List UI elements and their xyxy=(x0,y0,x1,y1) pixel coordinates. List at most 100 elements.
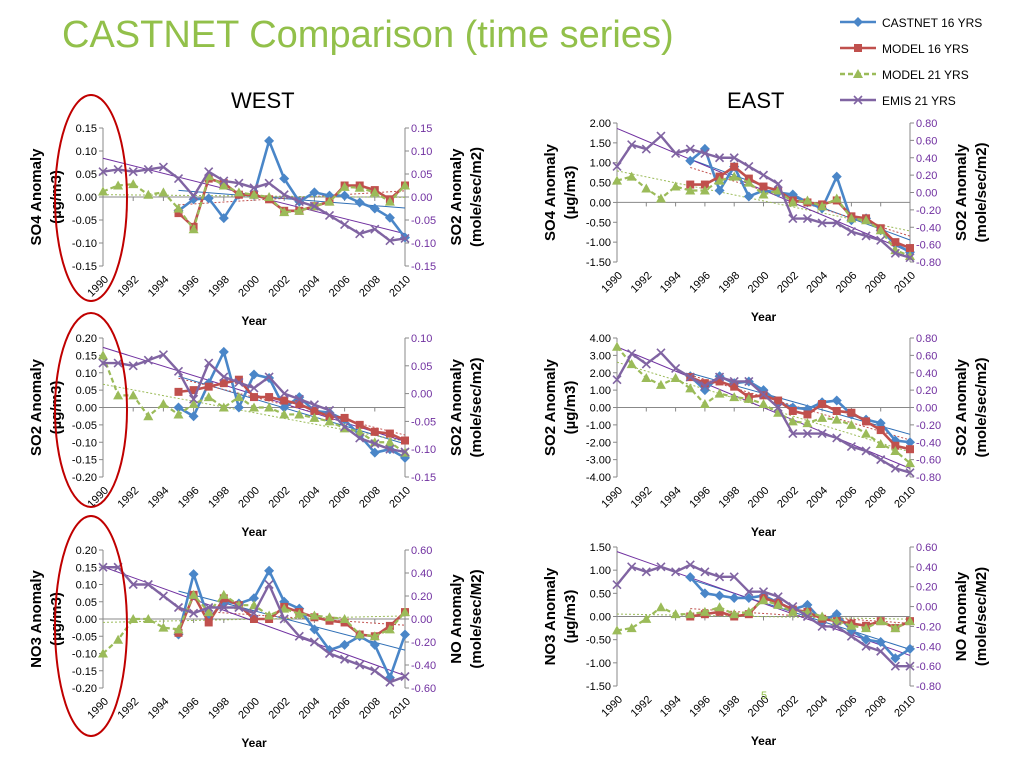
y2-axis-label-line: (mole/sec/M2) xyxy=(973,567,990,666)
y2-tick-label: -0.05 xyxy=(411,215,436,227)
data-point xyxy=(685,185,696,195)
data-point xyxy=(233,402,244,413)
x-tick-label: 2000 xyxy=(236,696,262,722)
y-axis-label-line: (µg/m3) xyxy=(48,381,65,435)
data-point xyxy=(861,215,872,225)
data-point xyxy=(744,587,754,597)
data-point xyxy=(143,411,154,421)
data-point xyxy=(831,171,842,182)
data-point xyxy=(788,406,797,415)
data-point xyxy=(400,180,410,190)
data-point xyxy=(98,350,108,360)
data-point xyxy=(325,412,334,421)
data-point xyxy=(295,400,304,409)
data-point xyxy=(890,445,901,455)
data-point xyxy=(188,224,199,234)
trendline xyxy=(616,613,911,620)
highlight-ellipse xyxy=(54,94,128,302)
y2-tick-label: 0.00 xyxy=(916,188,937,200)
y-tick-label: 4.00 xyxy=(590,333,611,345)
data-point xyxy=(158,622,169,632)
data-point xyxy=(802,611,813,622)
x-tick-label: 1994 xyxy=(658,694,684,720)
y-tick-label: 1.00 xyxy=(590,565,611,577)
y2-tick-label: -0.10 xyxy=(411,444,436,456)
y2-axis-label-line: NO Anomaly xyxy=(953,571,970,661)
x-tick-label: 2008 xyxy=(357,485,383,511)
data-point xyxy=(324,210,335,220)
data-point xyxy=(173,203,184,213)
data-point xyxy=(158,350,168,360)
data-point xyxy=(340,413,349,422)
data-point xyxy=(847,408,856,417)
y-tick-label: -0.05 xyxy=(72,420,97,432)
data-point xyxy=(773,402,783,413)
x-tick-label: 2004 xyxy=(804,694,830,720)
data-point xyxy=(846,213,857,223)
y-tick-label: -0.10 xyxy=(72,238,97,250)
data-point xyxy=(670,181,681,191)
y2-tick-label: 0.00 xyxy=(411,389,432,401)
data-point xyxy=(876,235,886,245)
data-point xyxy=(831,193,842,203)
data-point xyxy=(685,572,696,583)
data-point xyxy=(354,197,365,208)
data-point xyxy=(846,631,856,641)
y-axis-label: NO3 Anomaly (µg/m3) xyxy=(28,569,65,667)
data-point xyxy=(280,396,289,405)
data-point xyxy=(128,167,138,177)
data-point xyxy=(817,621,827,631)
data-point xyxy=(832,433,842,443)
data-point xyxy=(188,399,199,409)
y2-axis-label-line: SO2 Anomaly xyxy=(448,358,465,456)
data-point xyxy=(354,182,365,192)
x-tick-label: 1996 xyxy=(176,696,202,722)
data-point xyxy=(699,185,710,195)
data-point xyxy=(875,225,886,235)
data-point xyxy=(802,418,813,428)
data-point xyxy=(279,402,290,413)
data-point xyxy=(128,579,138,590)
x-tick-label: 1990 xyxy=(85,696,111,722)
data-point xyxy=(309,201,319,211)
legend-swatch-icon xyxy=(838,94,882,109)
x-axis-label: Year xyxy=(241,525,267,539)
data-point xyxy=(876,455,886,465)
data-point xyxy=(699,588,710,599)
data-point xyxy=(400,607,410,617)
data-point xyxy=(743,606,754,616)
x-tick-label: 2004 xyxy=(297,274,323,300)
data-point xyxy=(685,144,695,154)
data-point xyxy=(875,616,886,626)
x-axis-label: Year xyxy=(751,525,777,539)
data-point xyxy=(699,606,710,616)
data-point xyxy=(905,458,915,468)
y2-tick-label: 0.15 xyxy=(411,123,432,135)
data-point xyxy=(861,231,871,241)
data-point xyxy=(774,396,783,405)
data-point xyxy=(189,608,199,618)
y-axis-label-line: SO4 Anomaly xyxy=(28,148,45,246)
x-tick-label: 2008 xyxy=(863,694,889,720)
x-tick-label: 2006 xyxy=(327,696,353,722)
data-point xyxy=(279,173,290,184)
data-point xyxy=(861,623,872,633)
data-point xyxy=(700,381,710,391)
data-point xyxy=(831,414,842,424)
y-tick-label: 0.15 xyxy=(76,562,97,574)
data-point xyxy=(802,428,813,439)
legend-label: MODEL 16 YRS xyxy=(882,42,969,56)
y2-tick-label: -0.60 xyxy=(916,661,941,673)
data-point xyxy=(279,190,289,200)
data-point xyxy=(189,191,199,201)
y2-tick-label: -0.20 xyxy=(916,621,941,633)
y2-axis-label: SO2 Anomaly (mole/sec/m2) xyxy=(953,357,990,457)
data-point xyxy=(384,437,395,447)
y-axis-label-line: NO3 Anomaly xyxy=(542,567,559,665)
data-point xyxy=(384,624,395,634)
x-tick-label: 2004 xyxy=(804,270,830,296)
data-point xyxy=(249,183,259,193)
y-axis-label: SO4 Anomaly (µg/m3) xyxy=(542,143,579,241)
data-point xyxy=(400,447,410,457)
